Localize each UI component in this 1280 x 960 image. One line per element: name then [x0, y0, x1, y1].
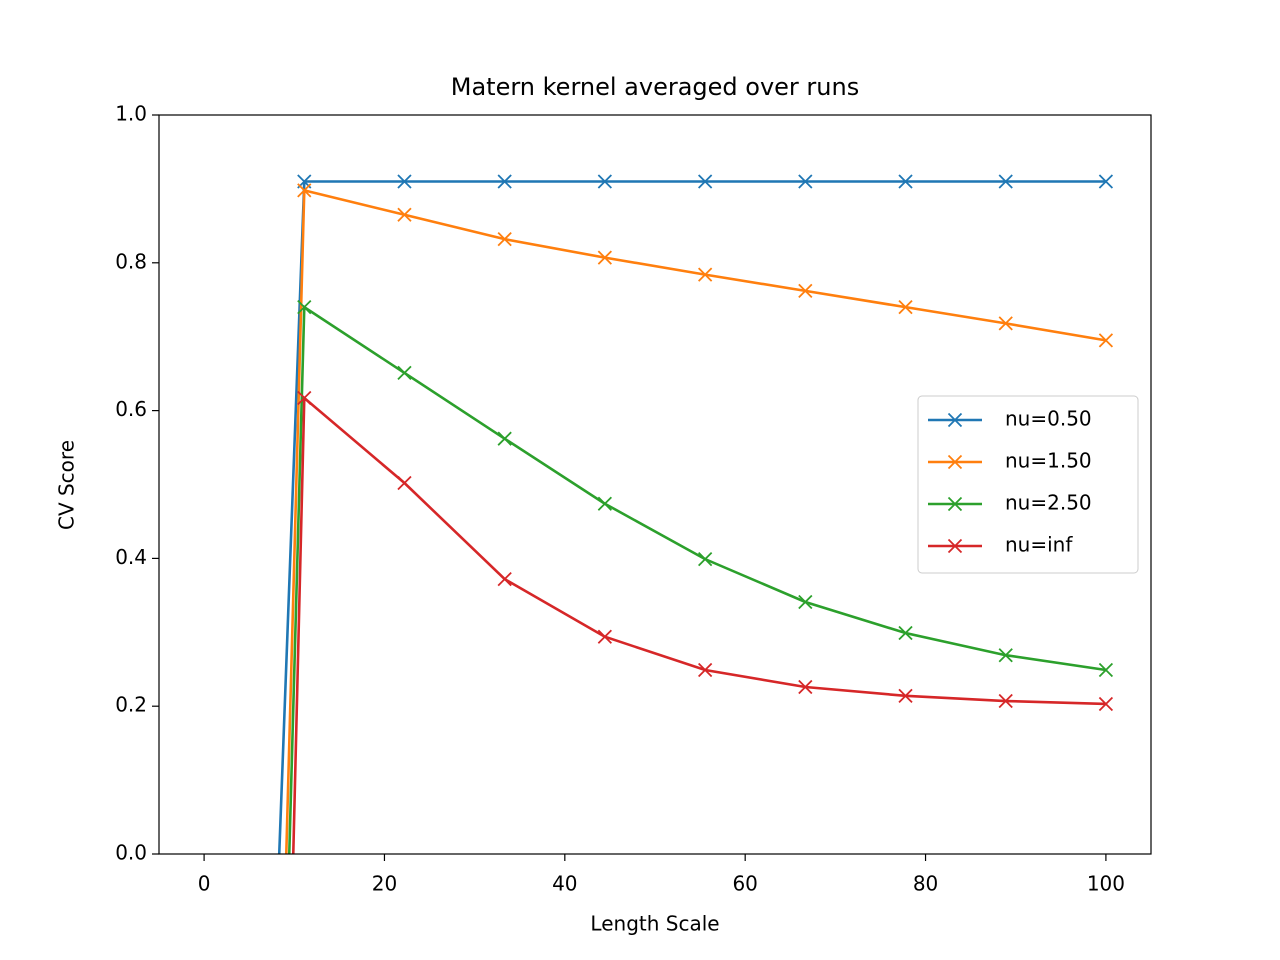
legend-marker — [947, 412, 963, 428]
marker — [1098, 696, 1114, 712]
legend-label: nu=inf — [1005, 533, 1073, 557]
marker — [698, 267, 713, 282]
series-line — [284, 188, 1107, 854]
legend-label: nu=2.50 — [1005, 491, 1092, 515]
marker — [998, 693, 1013, 709]
x-tick-label: 20 — [372, 872, 397, 896]
marker — [297, 183, 312, 198]
x-axis-label: Length Scale — [590, 912, 719, 936]
plot-area — [277, 174, 1114, 854]
legend-label: nu=1.50 — [1005, 449, 1092, 473]
legend-box — [917, 395, 1139, 574]
marker — [597, 250, 612, 265]
y-tick-label: 0.2 — [115, 693, 147, 717]
marker — [297, 300, 312, 315]
y-tick-label: 0.4 — [115, 545, 147, 569]
chart-title: Matern kernel averaged over runs — [451, 73, 859, 101]
x-tick-label: 60 — [732, 872, 757, 896]
legend-marker — [947, 496, 963, 512]
y-axis-label: CV Score — [55, 440, 79, 530]
x-tick-label: 100 — [1087, 872, 1125, 896]
marker — [497, 431, 512, 446]
marker — [597, 174, 612, 189]
marker — [1098, 662, 1114, 678]
marker — [698, 662, 713, 678]
marker — [698, 174, 713, 189]
marker — [998, 316, 1013, 331]
series-line — [277, 180, 1106, 854]
marker — [297, 390, 312, 406]
legend-marker — [947, 538, 963, 554]
marker — [497, 232, 512, 247]
series-line — [287, 304, 1107, 854]
axes-frame — [158, 114, 1152, 855]
marker — [898, 300, 913, 315]
marker — [898, 688, 913, 703]
marker — [397, 475, 412, 491]
marker — [397, 207, 412, 222]
series-line — [291, 395, 1106, 854]
marker — [597, 496, 612, 511]
marker — [1098, 174, 1114, 189]
marker — [798, 174, 813, 189]
legend-marker — [947, 454, 963, 470]
marker — [798, 679, 813, 695]
marker — [497, 571, 512, 587]
marker — [798, 283, 813, 299]
marker — [1098, 333, 1114, 348]
marker — [898, 625, 913, 641]
x-tick-label: 40 — [552, 872, 577, 896]
x-tick-label: 0 — [198, 872, 211, 896]
marker — [698, 552, 713, 567]
marker — [397, 174, 412, 189]
marker — [798, 594, 813, 610]
legend-label: nu=0.50 — [1005, 407, 1092, 431]
y-tick-label: 0.0 — [115, 841, 147, 865]
y-tick-label: 1.0 — [115, 102, 147, 126]
marker — [898, 174, 913, 189]
y-tick-label: 0.6 — [115, 397, 147, 421]
y-tick-label: 0.8 — [115, 249, 147, 273]
x-tick-label: 80 — [913, 872, 938, 896]
marker — [998, 648, 1013, 663]
marker — [998, 174, 1013, 189]
marker — [597, 629, 612, 644]
marker — [497, 174, 512, 189]
marker — [397, 365, 412, 381]
